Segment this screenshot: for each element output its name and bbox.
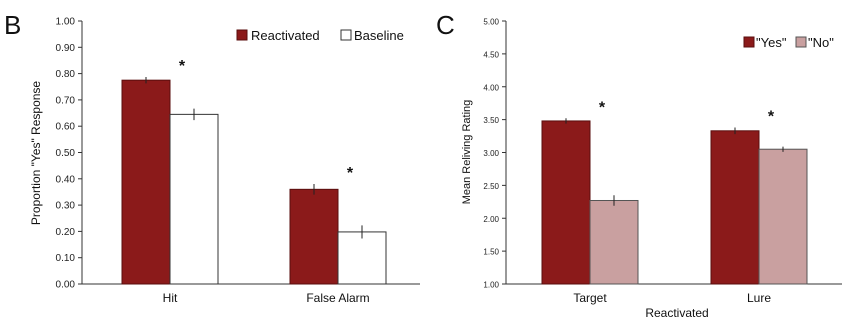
panel-c-bars xyxy=(541,120,808,285)
panel-c-y-ticks: 1.00 1.50 2.00 2.50 3.00 3.50 4.00 4.50 5.00 xyxy=(483,18,506,290)
y-tick-label: 1.00 xyxy=(483,281,499,290)
bar xyxy=(337,231,387,285)
legend-swatch-no xyxy=(795,36,807,48)
panel-c-legend: "Yes" "No" xyxy=(743,35,834,50)
panel-b-bars xyxy=(121,79,387,285)
bar xyxy=(710,130,760,285)
y-tick-label: 4.00 xyxy=(483,83,499,92)
category-label: False Alarm xyxy=(306,291,369,305)
panel-b-categories: Hit False Alarm xyxy=(163,291,370,305)
category-label: Target xyxy=(573,291,607,305)
panel-b: B 0.000.100.200.300.400.500.600.700.800.… xyxy=(4,10,420,305)
significance-marker: * xyxy=(599,99,606,116)
y-tick-label: 1.50 xyxy=(483,248,499,257)
legend-swatch-reactivated xyxy=(236,29,248,41)
panel-c-significance: ** xyxy=(599,99,775,125)
category-label: Hit xyxy=(163,291,178,305)
panel-b-error-bars xyxy=(145,77,363,239)
y-tick-label: 0.80 xyxy=(56,69,76,80)
y-tick-label: 3.50 xyxy=(483,116,499,125)
y-tick-label: 1.00 xyxy=(56,17,76,28)
y-tick-label: 0.30 xyxy=(56,201,76,212)
legend-swatch-yes xyxy=(743,36,755,48)
significance-marker: * xyxy=(347,165,354,182)
panel-b-y-axis-label: Proportion "Yes" Response xyxy=(29,81,43,225)
y-tick-label: 0.10 xyxy=(56,253,76,264)
panel-c-y-axis-label: Mean Reliving Rating xyxy=(461,100,473,205)
y-tick-label: 2.50 xyxy=(483,182,499,191)
significance-marker: * xyxy=(768,109,775,126)
y-tick-label: 0.00 xyxy=(56,280,76,291)
bar xyxy=(758,148,808,285)
significance-marker: * xyxy=(179,58,186,75)
panel-label-b: B xyxy=(4,10,21,40)
y-tick-label: 2.00 xyxy=(483,215,499,224)
y-tick-label: 0.70 xyxy=(56,95,76,106)
panel-b-legend: Reactivated Baseline xyxy=(236,28,404,43)
y-tick-label: 0.90 xyxy=(56,43,76,54)
panel-b-significance: ** xyxy=(179,58,354,182)
panel-c-categories: Target Lure xyxy=(573,291,771,305)
panel-label-c: C xyxy=(436,10,455,40)
panel-c: C 1.00 1.50 2.00 2.50 3.00 3.50 4.00 4.50 5.00 T… xyxy=(436,10,842,320)
panel-c-error-bars xyxy=(565,118,784,206)
y-tick-label: 5.00 xyxy=(483,18,499,27)
y-tick-label: 0.60 xyxy=(56,122,76,133)
legend-swatch-baseline xyxy=(340,29,352,41)
legend-label-baseline: Baseline xyxy=(354,28,404,43)
bar xyxy=(541,120,591,285)
panel-c-group-label: Reactivated xyxy=(645,306,708,320)
legend-label-reactivated: Reactivated xyxy=(251,28,320,43)
bar xyxy=(121,79,171,285)
bar xyxy=(289,188,339,285)
panel-b-y-ticks: 0.00 0.10 0.20 0.30 0.40 0.50 0.60 0.70 0.80 0.90… xyxy=(56,17,82,291)
y-tick-label: 3.00 xyxy=(483,149,499,158)
category-label: Lure xyxy=(747,291,771,305)
legend-label-no: "No" xyxy=(808,35,834,50)
bar xyxy=(169,113,219,285)
y-tick-label: 0.50 xyxy=(56,148,76,159)
y-tick-label: 0.20 xyxy=(56,227,76,238)
y-tick-label: 0.40 xyxy=(56,174,76,185)
legend-label-yes: "Yes" xyxy=(756,35,787,50)
y-tick-label: 4.50 xyxy=(483,50,499,59)
bar xyxy=(589,199,639,285)
